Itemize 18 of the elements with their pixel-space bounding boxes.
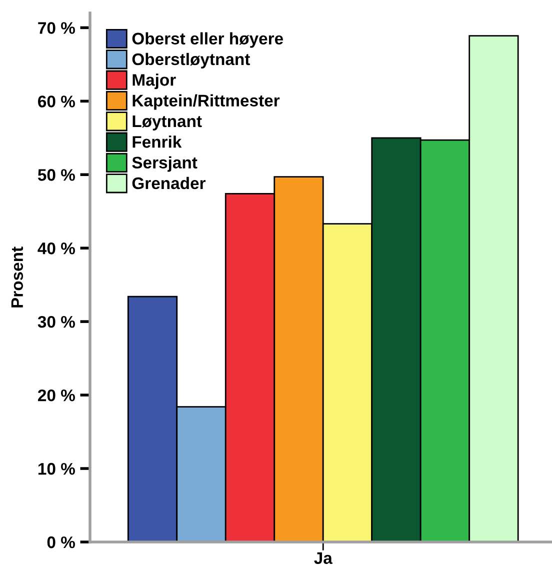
- legend-label: Grenader: [132, 176, 206, 190]
- y-tick-label: 10 %: [38, 462, 75, 475]
- legend-label: Fenrik: [132, 136, 182, 148]
- y-tick-label: 70 %: [38, 22, 75, 34]
- y-tick-label: 20 %: [38, 389, 75, 402]
- y-tick-label: 50 %: [38, 169, 75, 181]
- x-tick-label: Ja: [314, 552, 332, 564]
- y-tick-label: 0 %: [47, 536, 75, 548]
- y-tick-label: 30 %: [38, 316, 75, 328]
- legend-label: Løytnant: [132, 116, 202, 130]
- legend-label: Major: [132, 74, 176, 90]
- y-tick-label: 60 %: [38, 96, 75, 108]
- legend-label: Sersjant: [132, 156, 198, 172]
- legend-label: Oberst eller høyere: [132, 32, 284, 48]
- y-tick-label: 40 %: [38, 242, 75, 254]
- y-axis-title: Prosent: [11, 246, 24, 308]
- legend-label: Oberstløytnant: [132, 52, 250, 68]
- legend-label: Kaptein/Rittmester: [132, 94, 280, 110]
